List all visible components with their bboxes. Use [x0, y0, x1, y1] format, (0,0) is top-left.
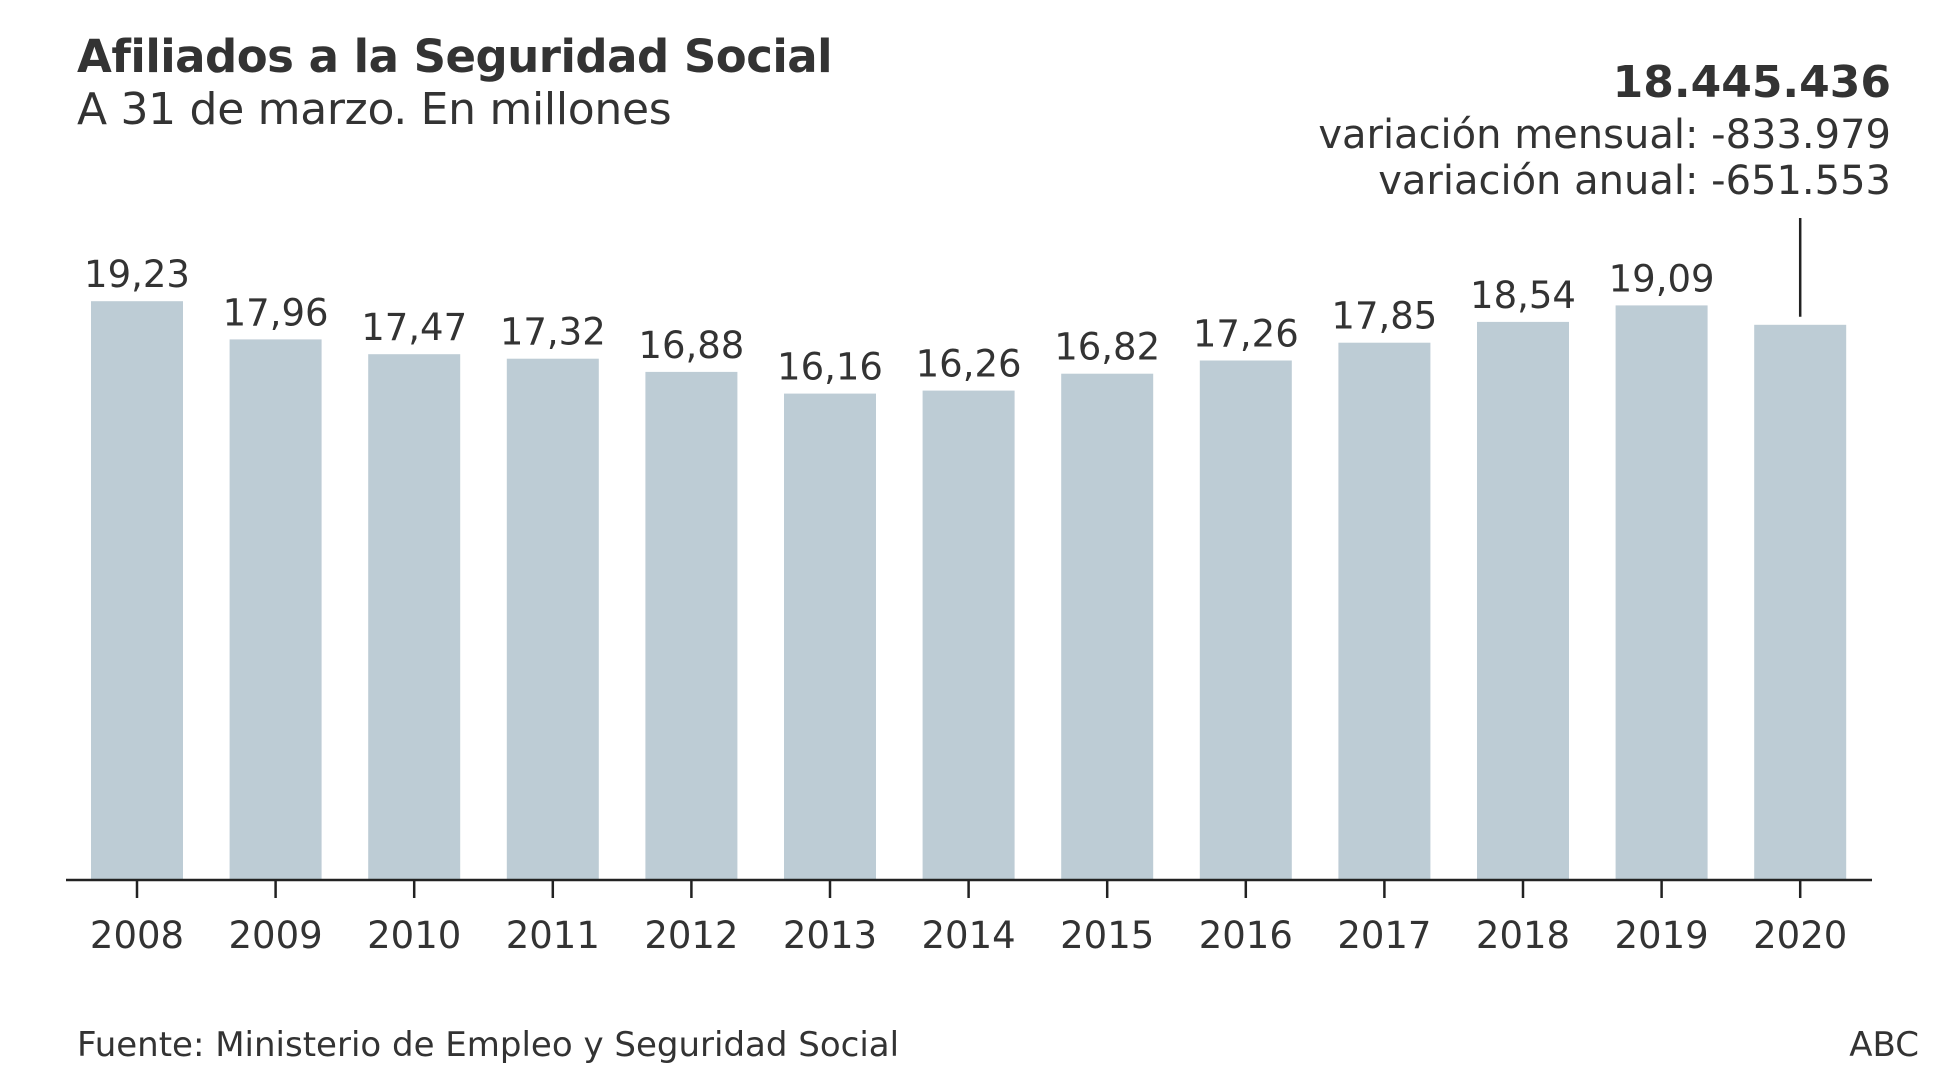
data-label-2015: 16,82: [1054, 326, 1160, 369]
bar-2016: [1199, 360, 1292, 880]
callout-monthly-variation: variación mensual: -833.979: [1318, 112, 1891, 158]
data-label-2013: 16,16: [777, 346, 883, 389]
x-tick-label-2017: 2017: [1337, 914, 1431, 957]
bar-2013: [784, 393, 876, 880]
bar-2020: [1754, 324, 1847, 880]
bar-2014: [922, 390, 1015, 880]
bar-2015: [1061, 373, 1154, 880]
x-tick-label-2020: 2020: [1753, 914, 1847, 957]
data-label-2014: 16,26: [916, 343, 1022, 386]
x-tick-label-2012: 2012: [644, 914, 738, 957]
bar-2019: [1615, 305, 1708, 880]
source-note: Fuente: Ministerio de Empleo y Seguridad…: [77, 1025, 900, 1065]
x-tick-label-2016: 2016: [1199, 914, 1293, 957]
callout-value: 18.445.436: [1612, 57, 1891, 108]
bar-2008: [91, 301, 183, 880]
x-tick-label-2011: 2011: [506, 914, 600, 957]
x-tick-label-2009: 2009: [229, 914, 323, 957]
chart-title: Afiliados a la Seguridad Social: [77, 30, 833, 83]
publisher-brand: ABC: [1849, 1025, 1919, 1065]
callout-annual-variation: variación anual: -651.553: [1378, 158, 1891, 204]
bar-2009: [229, 339, 322, 880]
data-label-2011: 17,32: [500, 311, 606, 354]
x-tick-label-2013: 2013: [783, 914, 877, 957]
x-tick-label-2019: 2019: [1615, 914, 1709, 957]
data-label-2010: 17,47: [361, 306, 467, 349]
x-tick-label-2018: 2018: [1476, 914, 1570, 957]
bar-2010: [368, 354, 461, 880]
bar-2017: [1338, 342, 1431, 880]
bar-2012: [645, 371, 738, 880]
bar-2011: [506, 358, 599, 880]
data-label-2017: 17,85: [1331, 295, 1437, 338]
data-label-2019: 19,09: [1609, 257, 1715, 300]
data-label-2012: 16,88: [638, 324, 744, 367]
chart-subtitle: A 31 de marzo. En millones: [77, 84, 672, 135]
x-tick-label-2015: 2015: [1060, 914, 1154, 957]
x-tick-label-2014: 2014: [922, 914, 1016, 957]
bar-2018: [1477, 321, 1569, 880]
data-label-2018: 18,54: [1470, 274, 1576, 317]
data-label-2008: 19,23: [84, 253, 190, 296]
data-label-2016: 17,26: [1193, 313, 1299, 356]
callout-annotation: 18.445.436 variación mensual: -833.979 v…: [1318, 54, 1891, 204]
x-tick-label-2010: 2010: [367, 914, 461, 957]
data-label-2009: 17,96: [223, 291, 329, 334]
x-tick-label-2008: 2008: [90, 914, 184, 957]
